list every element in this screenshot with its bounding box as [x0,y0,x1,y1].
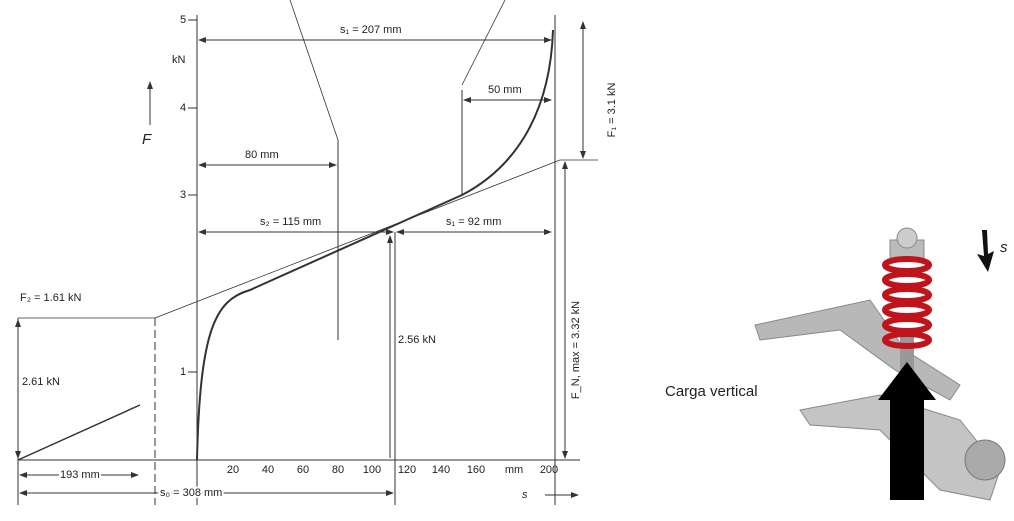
force-label: 2.61 kN [22,376,60,388]
force-label: 2.56 kN [398,334,436,346]
force-label: F₂ = 1.61 kN [20,292,81,304]
x-tick-label: 100 [363,464,381,476]
x-tick-label: 40 [262,464,274,476]
dimension: 80 mm [245,149,279,161]
dimension: 50 mm [488,84,522,96]
x-tick-label: 140 [432,464,450,476]
tick-labels: 20 40 60 80 100 120 140 160 mm 200 [227,464,558,476]
force-label: F_N, max = 3.32 kN [570,301,582,399]
y-tick-label: 1 [180,366,186,378]
photo-label: s [1000,239,1008,256]
y-tick-label: 4 [180,102,186,114]
x-tick-label: 120 [398,464,416,476]
axis-label: s [522,489,528,501]
suspension-photo [755,228,1005,500]
x-tick-label: 160 [467,464,485,476]
dimension: s₁ = 92 mm [446,216,501,228]
dimension: s₂ = 115 mm [260,216,321,228]
x-tick-label: mm [505,464,523,476]
y-tick-label: kN [172,54,186,66]
dimension: s₀ = 308 mm [160,487,222,499]
page: 20 40 60 80 100 120 140 160 mm 200 5 kN 4 3 1 F s… [0,0,1014,516]
x-tick-label: 60 [297,464,309,476]
diagram-lines [18,0,598,505]
y-tick-label: 5 [180,14,186,26]
dimension: 193 mm [60,469,100,481]
x-tick-label: 20 [227,464,239,476]
y-tick-label: 3 [180,189,186,201]
axis-label: F [142,131,152,148]
x-tick-label: 80 [332,464,344,476]
x-tick-label: 200 [540,464,558,476]
photo-label: Carga vertical [665,383,758,400]
force-label: F₁ = 3.1 kN [606,83,618,138]
dimension: s₁ = 207 mm [340,24,401,36]
